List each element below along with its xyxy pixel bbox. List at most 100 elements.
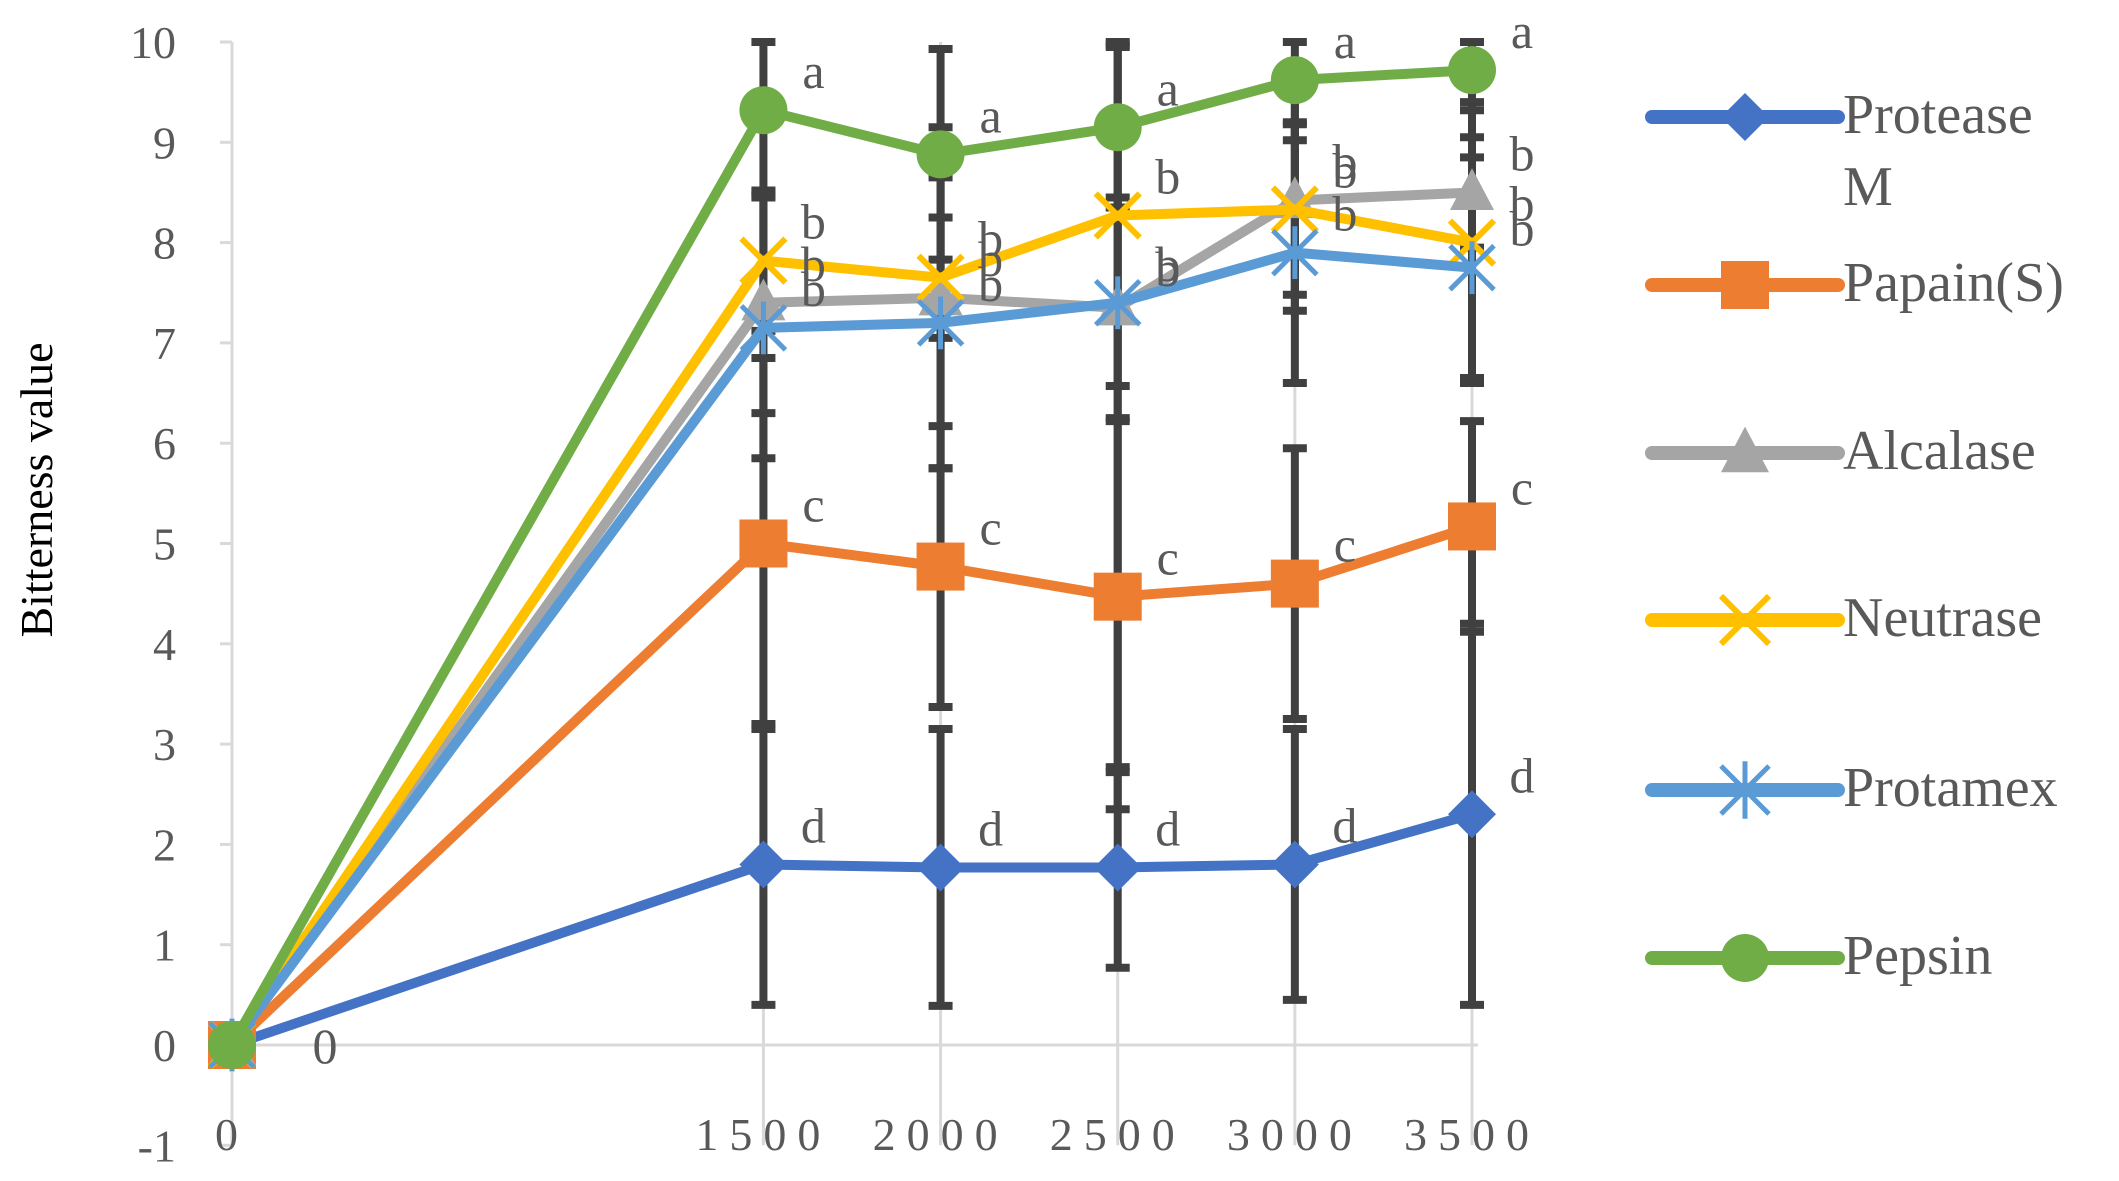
significance-label: c — [802, 477, 824, 533]
significance-label: c — [1157, 530, 1179, 586]
data-point — [1271, 226, 1319, 280]
data-point — [739, 301, 788, 355]
legend-marker — [1721, 261, 1769, 309]
significance-label: b — [978, 211, 1003, 267]
x-tick-label: 3500 — [1404, 1109, 1540, 1160]
significance-label: b — [1332, 133, 1357, 189]
legend-marker — [1721, 93, 1769, 141]
data-point — [1270, 56, 1319, 105]
marker-stroke — [1270, 185, 1319, 234]
legend: Protease M Papain(S) Alcalase Neutrase Protam… — [1645, 84, 2064, 987]
zero-label: 0 — [313, 1018, 338, 1074]
legend-entry: Pepsin — [1645, 925, 1992, 987]
series-line — [227, 204, 1473, 1048]
y-tick-label: 5 — [153, 519, 176, 570]
significance-label: a — [1334, 13, 1356, 69]
legend-marker — [1719, 761, 1771, 819]
significance-label: c — [1334, 517, 1356, 573]
significance-label: b — [1155, 236, 1180, 292]
marker-stroke — [1093, 191, 1142, 240]
significance-label: d — [1510, 747, 1535, 803]
legend-marker — [1721, 426, 1769, 473]
data-point — [739, 86, 788, 135]
series-line — [230, 809, 1474, 1050]
significance-label: d — [978, 800, 1003, 856]
y-tick-label: -1 — [138, 1120, 176, 1171]
series-line — [228, 521, 1474, 1049]
significance-label: d — [1332, 797, 1357, 853]
axes: -1 0 1 2 3 4 5 6 7 8 9 10 0 1500 2000 2500 3000 3500 — [130, 17, 1540, 1171]
data-point — [1270, 840, 1319, 889]
significance-label: a — [1511, 3, 1533, 59]
data-point — [916, 843, 965, 892]
data-point — [1448, 46, 1496, 95]
y-tick-label: 1 — [153, 920, 176, 971]
legend-entry: Papain(S) — [1645, 252, 2064, 314]
data-point — [918, 273, 963, 316]
data-point — [1448, 790, 1496, 839]
significance-label: b — [801, 236, 826, 292]
data-point — [916, 296, 965, 350]
data-point — [916, 130, 965, 179]
significance-label: b — [1510, 176, 1535, 232]
y-tick-label: 10 — [130, 17, 176, 68]
significance-label: b — [1510, 201, 1535, 257]
data-point — [1450, 168, 1494, 211]
y-tick-label: 9 — [153, 117, 176, 168]
significance-label: a — [802, 43, 824, 99]
marker-stroke — [739, 236, 788, 285]
x-tick-label: 3000 — [1227, 1109, 1363, 1160]
significance-label: c — [1511, 459, 1533, 515]
y-tick-label: 7 — [153, 318, 176, 369]
data-point — [1093, 843, 1142, 892]
y-axis-title: Bitterness value — [11, 342, 62, 637]
legend-entry: Protamex — [1645, 757, 2058, 819]
significance-label: a — [979, 87, 1001, 143]
legend-label: M — [1843, 156, 1893, 218]
data-point — [739, 236, 788, 285]
y-tick-label: 4 — [153, 619, 176, 670]
error-bars — [751, 38, 1484, 1010]
legend-label: Protease — [1843, 84, 2033, 146]
legend-label: Alcalase — [1843, 420, 2036, 482]
data-point — [208, 1021, 256, 1069]
data-point — [1270, 559, 1319, 608]
y-tick-label: 3 — [153, 719, 176, 770]
y-tick-label: 6 — [153, 418, 176, 469]
marker-stroke — [916, 253, 965, 302]
data-point — [1448, 502, 1496, 551]
legend-marker — [1721, 934, 1769, 982]
significance-label: b — [801, 261, 826, 317]
legend-label: Neutrase — [1843, 587, 2042, 649]
data-point — [1093, 572, 1142, 621]
significance-label: b — [801, 194, 826, 250]
significance-label: b — [1510, 125, 1535, 181]
marker-stroke — [1718, 593, 1772, 647]
series-lines — [207, 46, 1497, 1072]
x-tick-label: 0 — [215, 1109, 249, 1160]
data-point — [1270, 185, 1319, 234]
x-tick-label: 2000 — [873, 1109, 1009, 1160]
legend-marker — [1718, 593, 1772, 647]
legend-label: Pepsin — [1843, 925, 1992, 987]
data-point — [739, 840, 788, 889]
series-line — [227, 187, 1473, 1048]
data-point — [1093, 103, 1142, 152]
legend-label: Papain(S) — [1843, 252, 2064, 314]
data-point — [916, 253, 965, 302]
x-tick-label: 2500 — [1050, 1109, 1186, 1160]
data-point — [1448, 241, 1496, 295]
legend-label: Protamex — [1843, 757, 2058, 819]
legend-entry: Protease M — [1645, 84, 2033, 218]
significance-label: d — [1155, 800, 1180, 856]
legend-entry: Neutrase — [1645, 587, 2042, 649]
data-point — [739, 519, 788, 568]
series-line — [227, 65, 1473, 1048]
data-point — [1093, 191, 1142, 240]
significance-label: b — [1332, 186, 1357, 242]
significance-label: b — [1155, 241, 1180, 297]
significance-label: d — [801, 797, 826, 853]
legend-entry: Alcalase — [1645, 420, 2036, 482]
significance-label: b — [978, 256, 1003, 312]
